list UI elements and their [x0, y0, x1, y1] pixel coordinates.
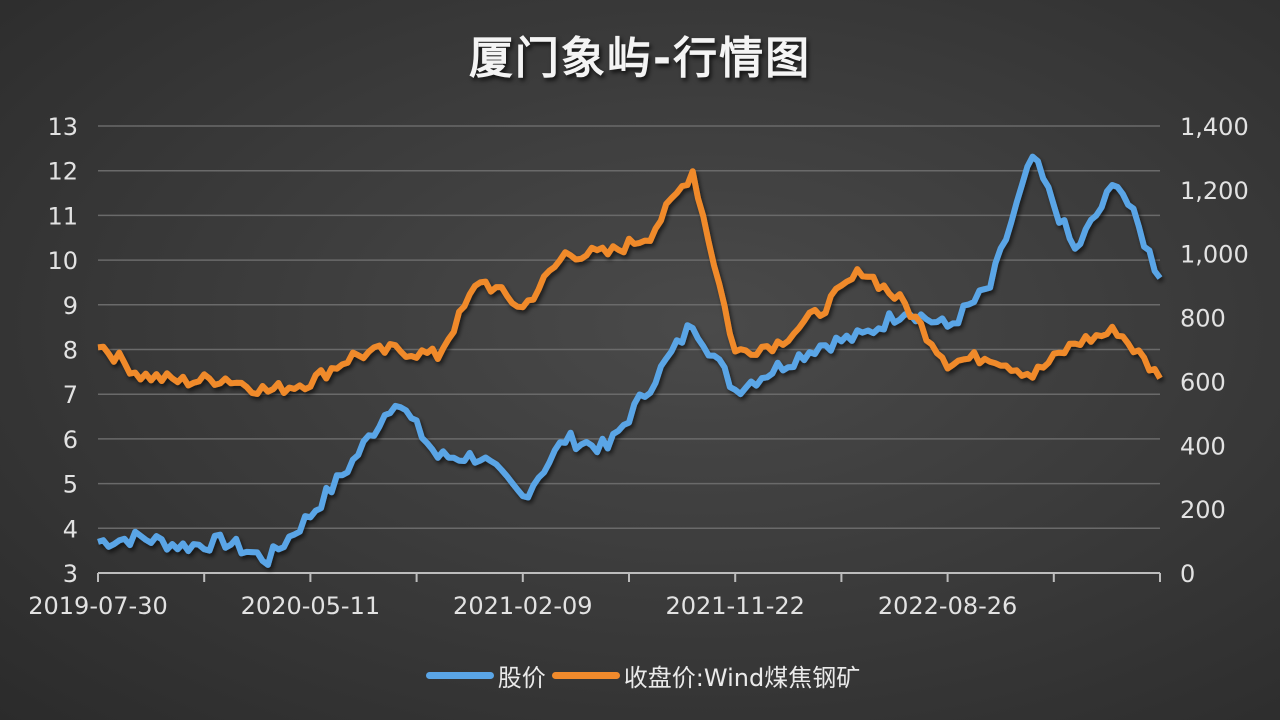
left-tick-label: 12: [47, 158, 78, 186]
right-tick-label: 1,200: [1180, 177, 1249, 205]
right-tick-label: 1,000: [1180, 241, 1249, 269]
index-price-line: [97, 168, 1163, 397]
legend-swatch-index: [551, 672, 620, 679]
series-lines: [97, 153, 1163, 568]
legend-label-index: 收盘价:Wind煤焦钢矿: [623, 664, 861, 692]
left-tick-label: 9: [63, 292, 78, 320]
x-tick-label: 2020-05-11: [241, 592, 380, 620]
right-tick-label: 1,400: [1180, 113, 1249, 141]
right-tick-label: 600: [1180, 368, 1226, 396]
left-tick-label: 8: [63, 337, 78, 365]
left-tick-label: 13: [47, 113, 78, 141]
right-tick-label: 0: [1180, 560, 1195, 588]
legend-label-stock: 股价: [497, 664, 546, 692]
left-tick-label: 10: [47, 247, 78, 275]
legend: 股价 收盘价:Wind煤焦钢矿: [0, 658, 1280, 693]
right-axis-ticks: 1,400 1,200 1,000 800 600 400 200 0: [1180, 113, 1249, 588]
left-axis-ticks: 13 12 11 10 9 8 7 6 5 4 3: [47, 113, 78, 588]
left-tick-label: 3: [63, 560, 78, 588]
x-tick-label: 2022-08-26: [878, 592, 1017, 620]
legend-swatch-stock: [425, 672, 494, 679]
x-axis: 2019-07-30 2020-05-11 2021-02-09 2021-11-22…: [28, 572, 1161, 620]
gridlines: [98, 125, 1160, 530]
left-tick-label: 5: [63, 471, 78, 499]
left-tick-label: 6: [63, 426, 78, 454]
x-tick-label: 2019-07-30: [28, 592, 167, 620]
legend-item-index[interactable]: 收盘价:Wind煤焦钢矿: [546, 658, 860, 693]
x-tick-label: 2021-11-22: [665, 592, 804, 620]
x-tick-label: 2021-02-09: [453, 592, 592, 620]
chart-title: 厦门象屿-行情图: [468, 33, 812, 84]
stock-price-line: [97, 153, 1163, 568]
left-tick-label: 7: [63, 381, 78, 409]
left-tick-label: 4: [63, 515, 78, 543]
right-tick-label: 800: [1180, 305, 1226, 333]
left-tick-label: 11: [47, 202, 78, 230]
legend-item-stock[interactable]: 股价: [420, 658, 546, 693]
right-tick-label: 200: [1180, 496, 1226, 524]
right-tick-label: 400: [1180, 432, 1226, 460]
